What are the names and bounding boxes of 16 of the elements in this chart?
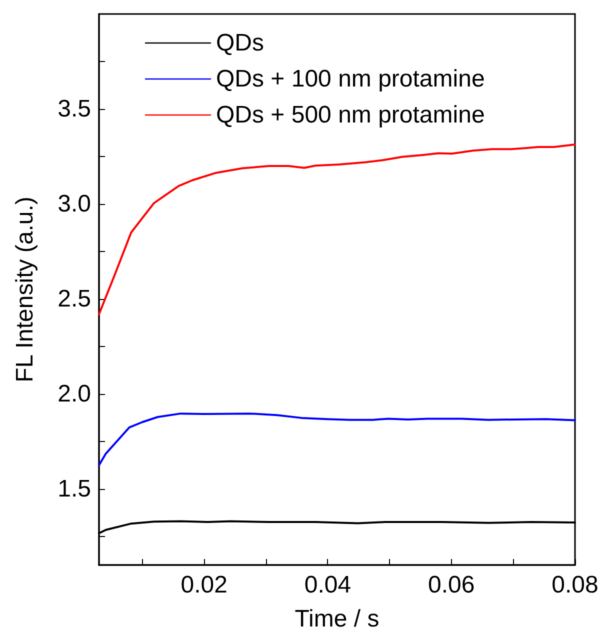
y-tick-label: 1.5 <box>58 476 91 502</box>
x-tick-label: 0.08 <box>552 572 598 598</box>
y-tick-label: 2.0 <box>58 380 91 408</box>
x-tick-label: 0.04 <box>304 572 352 598</box>
line-series <box>98 144 576 316</box>
y-tick-label: 2.5 <box>58 286 91 312</box>
legend-label: QDs + 500 nm protamine <box>216 102 485 128</box>
x-tick-label: 0.06 <box>428 572 475 598</box>
legend-label: QDs <box>216 30 264 56</box>
legend-label: QDs + 100 nm protamine <box>216 66 485 92</box>
line-series <box>98 412 576 466</box>
x-tick-label: 0.02 <box>180 572 228 598</box>
x-axis-title: Time / s <box>294 606 380 632</box>
y-tick-label: 3.5 <box>58 96 91 122</box>
y-axis-title: FL Intensity (a.u.) <box>12 196 38 382</box>
y-tick-label: 3.0 <box>58 190 91 218</box>
